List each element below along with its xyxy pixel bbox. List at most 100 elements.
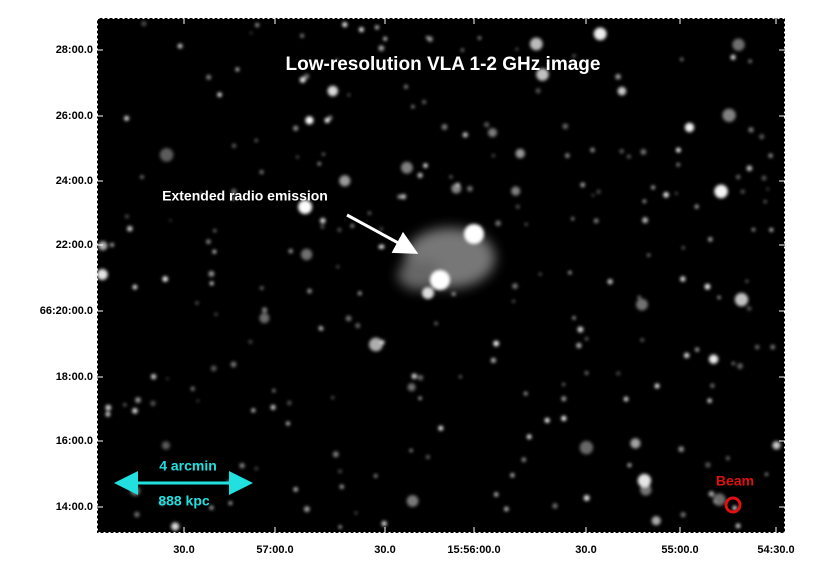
source [590,147,595,153]
source [209,281,214,286]
source [707,398,712,403]
source [617,86,627,96]
source [735,523,741,529]
source [654,383,660,389]
source [451,292,456,296]
source [488,128,497,138]
source [299,76,306,83]
source [293,487,298,492]
source [407,383,416,392]
source [262,307,268,313]
source [171,522,180,531]
source [768,153,773,158]
source [354,511,358,515]
source [250,31,253,34]
source [379,227,383,231]
source [615,74,621,80]
source [287,400,292,406]
source [572,54,576,58]
source [159,148,174,162]
source [331,396,334,399]
source [214,312,218,316]
source [552,503,558,509]
source [190,386,195,391]
y-tick-label: 66:20:00.0 [40,305,93,317]
beam-label: Beam [716,473,754,489]
annotation: Extended radio emission [162,188,328,204]
source [478,36,481,40]
x-tick-label: 15:56:00.0 [447,544,500,556]
source [423,163,428,168]
y-tick-label: 24:00.0 [56,175,93,187]
source [298,200,313,214]
source [270,404,276,410]
source [630,438,641,449]
source [369,337,383,352]
source [746,165,753,172]
source [730,54,736,60]
source [596,189,601,194]
source [319,326,324,331]
source [684,122,695,133]
source [141,21,147,26]
source [579,440,594,455]
source [300,248,313,261]
source [105,404,112,411]
source [651,516,661,526]
source [124,115,130,121]
source [591,193,595,197]
source [636,298,648,311]
source [451,183,462,194]
source [565,153,570,158]
source [132,284,138,290]
source [484,122,490,128]
source [427,36,433,42]
source [358,291,362,296]
source [254,467,258,471]
source [561,396,567,402]
source [110,243,114,247]
source [127,225,133,232]
source [217,92,222,97]
source [336,265,339,268]
source [288,249,293,254]
source [535,88,541,94]
source [162,276,168,282]
source [200,192,203,196]
source [132,408,138,414]
source [772,441,781,450]
source [342,22,348,28]
source [259,170,264,174]
source [467,186,473,192]
source [561,415,567,421]
source [462,132,468,138]
source [568,271,572,275]
source [769,228,774,232]
source [585,337,588,341]
source [327,85,339,97]
source [562,383,565,386]
source [235,67,240,72]
frame [97,18,785,533]
source [529,37,543,51]
source [770,344,775,350]
source [368,211,371,215]
source [305,116,314,125]
source [300,33,304,38]
source [228,501,233,505]
source [150,400,156,406]
source [515,148,525,159]
source [140,175,144,179]
source [678,446,684,453]
source [684,352,690,359]
source [705,462,711,468]
source [680,57,684,61]
x-tick-label: 30.0 [575,544,596,556]
source [536,68,549,81]
source [708,237,713,242]
source [195,301,199,305]
source [411,105,415,108]
source [627,154,631,159]
source [766,187,769,191]
y-tick-label: 26:00.0 [56,110,93,122]
